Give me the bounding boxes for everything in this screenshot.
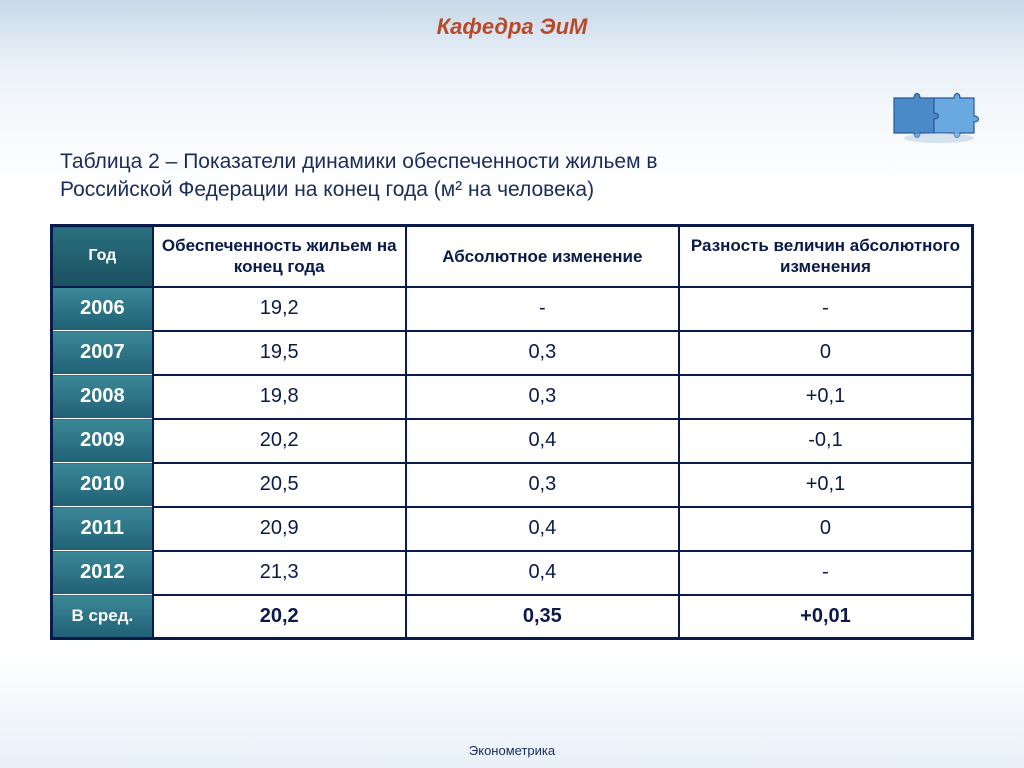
data-cell: 19,2: [153, 287, 406, 331]
data-cell: -: [679, 551, 973, 595]
year-cell: 2009: [52, 419, 153, 463]
year-cell: 2011: [52, 507, 153, 551]
data-table: Год Обеспеченность жильем на конец года …: [50, 224, 974, 640]
table-row: 2012 21,3 0,4 -: [52, 551, 973, 595]
year-cell: 2010: [52, 463, 153, 507]
data-cell: 0,3: [406, 331, 679, 375]
table-row: 2008 19,8 0,3 +0,1: [52, 375, 973, 419]
puzzle-icon: [884, 78, 984, 148]
header-band: [0, 0, 1024, 60]
data-cell: 20,2: [153, 595, 406, 639]
col-head-2: Абсолютное изменение: [406, 226, 679, 287]
data-cell: 0,4: [406, 551, 679, 595]
col-head-year: Год: [52, 226, 153, 287]
data-cell: 0,4: [406, 419, 679, 463]
col-head-3: Разность величин абсолютного изменения: [679, 226, 973, 287]
table-row: 2010 20,5 0,3 +0,1: [52, 463, 973, 507]
footer-text: Эконометрика: [0, 743, 1024, 758]
year-cell-avg: В сред.: [52, 595, 153, 639]
year-cell: 2006: [52, 287, 153, 331]
data-cell: 0: [679, 331, 973, 375]
table-header-row: Год Обеспеченность жильем на конец года …: [52, 226, 973, 287]
data-cell: -: [406, 287, 679, 331]
table-caption: Таблица 2 – Показатели динамики обеспече…: [60, 148, 964, 205]
year-cell: 2007: [52, 331, 153, 375]
data-cell: +0,1: [679, 375, 973, 419]
data-cell: 20,5: [153, 463, 406, 507]
table-row-average: В сред. 20,2 0,35 +0,01: [52, 595, 973, 639]
caption-line-1: Таблица 2 – Показатели динамики обеспече…: [60, 150, 658, 173]
data-cell: 0: [679, 507, 973, 551]
data-cell: 20,2: [153, 419, 406, 463]
data-cell: +0,1: [679, 463, 973, 507]
data-cell: 0,3: [406, 463, 679, 507]
data-cell: 0,3: [406, 375, 679, 419]
data-cell: -0,1: [679, 419, 973, 463]
col-head-1: Обеспеченность жильем на конец года: [153, 226, 406, 287]
caption-line-2: Российской Федерации на конец года (м² н…: [60, 178, 594, 201]
data-cell: -: [679, 287, 973, 331]
data-cell: +0,01: [679, 595, 973, 639]
data-cell: 19,5: [153, 331, 406, 375]
data-cell: 20,9: [153, 507, 406, 551]
year-cell: 2012: [52, 551, 153, 595]
data-cell: 19,8: [153, 375, 406, 419]
table-row: 2011 20,9 0,4 0: [52, 507, 973, 551]
table-row: 2006 19,2 - -: [52, 287, 973, 331]
data-cell: 0,4: [406, 507, 679, 551]
year-cell: 2008: [52, 375, 153, 419]
data-cell: 0,35: [406, 595, 679, 639]
data-cell: 21,3: [153, 551, 406, 595]
table-row: 2009 20,2 0,4 -0,1: [52, 419, 973, 463]
table-row: 2007 19,5 0,3 0: [52, 331, 973, 375]
